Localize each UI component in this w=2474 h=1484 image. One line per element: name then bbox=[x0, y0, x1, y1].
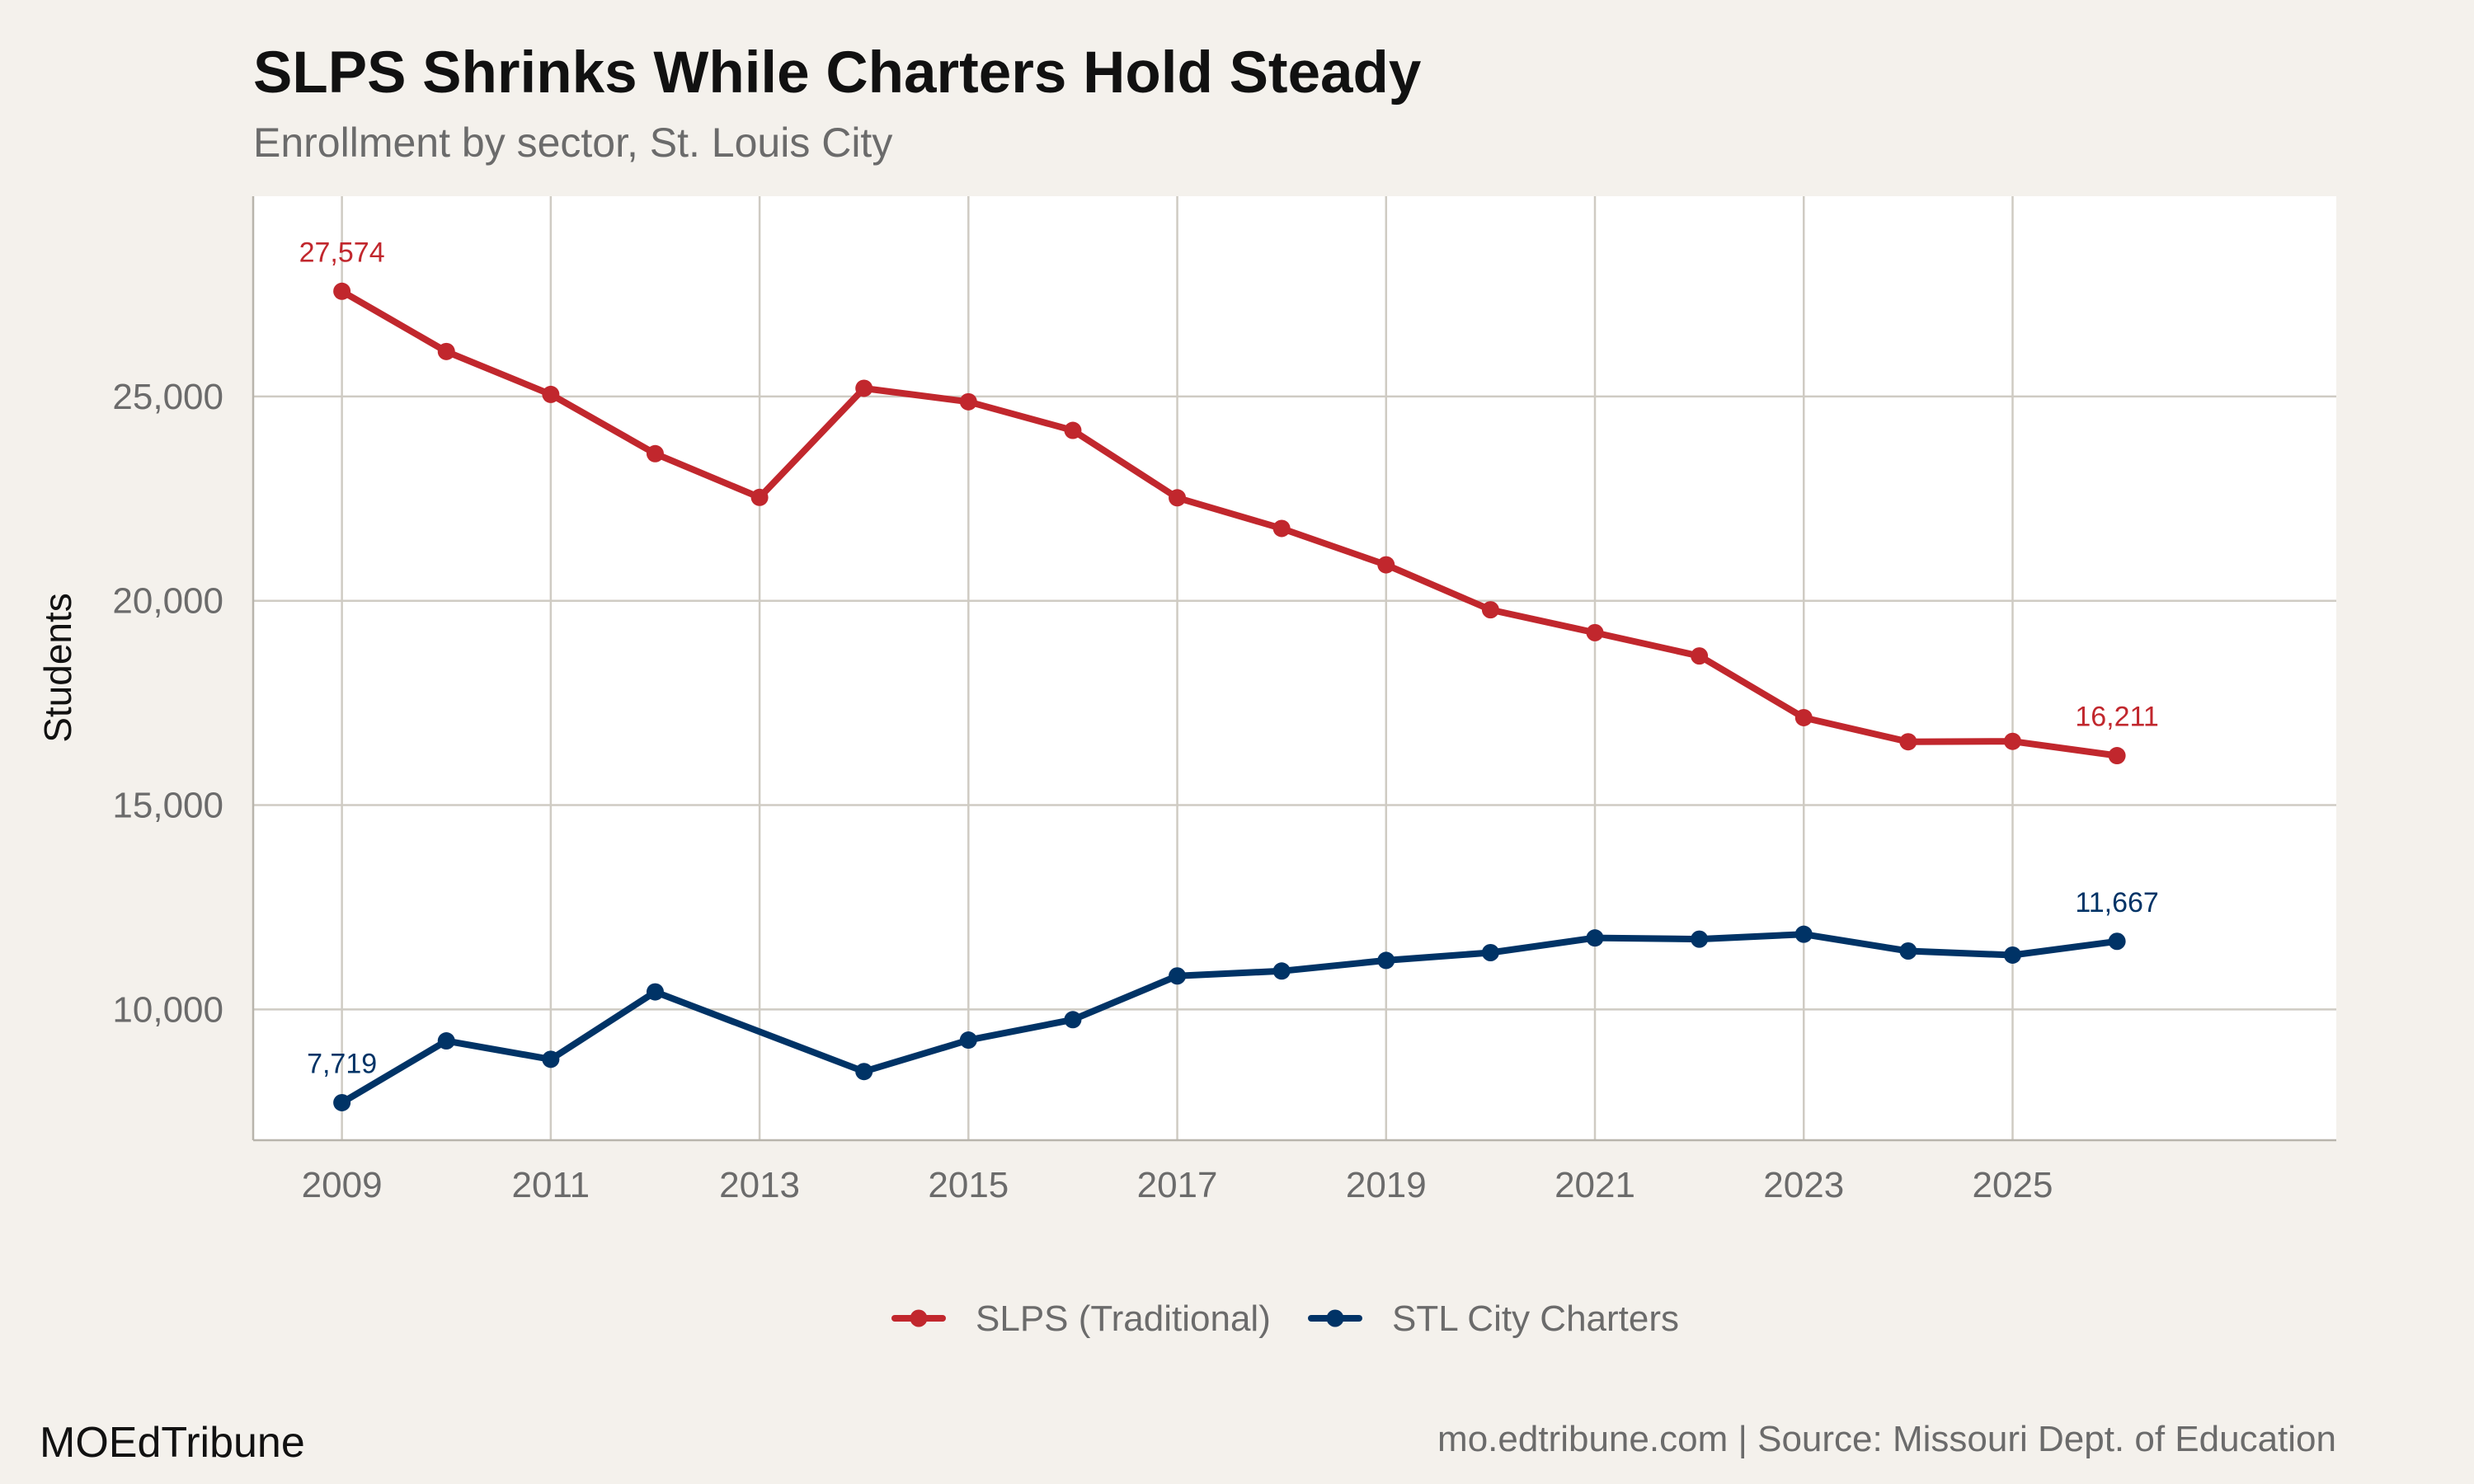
y-tick-label-25000: 25,000 bbox=[112, 377, 223, 417]
x-tick-label-2015: 2015 bbox=[928, 1165, 1009, 1205]
legend-label-slps: SLPS (Traditional) bbox=[976, 1298, 1271, 1339]
data-point-slps-2013 bbox=[750, 488, 769, 506]
data-point-charters-2023 bbox=[1794, 925, 1813, 943]
axes: 2009 2011 2013 2015 2017 2019 2021 2023 2025 10,0… bbox=[112, 196, 2336, 1205]
data-labels: 27,574 16,211 7,719 11,667 bbox=[299, 237, 2159, 1079]
data-point-slps-2016 bbox=[1064, 421, 1082, 439]
data-point-slps-2019 bbox=[1377, 556, 1395, 574]
data-point-charters-2014 bbox=[855, 1063, 873, 1081]
data-label-slps-2026: 16,211 bbox=[2075, 702, 2158, 733]
x-tick-label-2025: 2025 bbox=[1973, 1165, 2053, 1205]
data-point-charters-2016 bbox=[1064, 1011, 1082, 1029]
y-tick-label-15000: 15,000 bbox=[112, 786, 223, 826]
chart-subtitle: Enrollment by sector, St. Louis City bbox=[253, 120, 892, 166]
data-point-slps-2011 bbox=[542, 385, 560, 403]
data-point-charters-2018 bbox=[1272, 962, 1291, 980]
data-point-slps-2026 bbox=[2108, 747, 2126, 765]
x-tick-label-2013: 2013 bbox=[719, 1165, 800, 1205]
data-point-charters-2017 bbox=[1169, 967, 1187, 985]
legend-swatch-point-charters bbox=[1326, 1309, 1344, 1327]
y-axis-title: Students bbox=[36, 593, 79, 743]
x-tick-label-2023: 2023 bbox=[1763, 1165, 1844, 1205]
chart-title: SLPS Shrinks While Charters Hold Steady bbox=[253, 40, 1422, 106]
plot-panel bbox=[253, 196, 2336, 1140]
data-point-charters-2020 bbox=[1481, 943, 1499, 961]
data-point-slps-2015 bbox=[959, 392, 977, 411]
x-tick-label-2021: 2021 bbox=[1554, 1165, 1635, 1205]
data-point-slps-2022 bbox=[1691, 647, 1709, 665]
source-caption: mo.edtribune.com | Source: Missouri Dept… bbox=[1437, 1419, 2336, 1459]
data-point-charters-2015 bbox=[959, 1031, 977, 1050]
data-point-charters-2021 bbox=[1586, 929, 1604, 947]
data-point-slps-2021 bbox=[1586, 623, 1604, 641]
x-tick-label-2009: 2009 bbox=[302, 1165, 383, 1205]
data-point-slps-2018 bbox=[1272, 519, 1291, 538]
data-point-charters-2025 bbox=[2003, 946, 2021, 964]
y-tick-label-10000: 10,000 bbox=[112, 989, 223, 1030]
series-line-slps bbox=[338, 288, 2121, 759]
legend: SLPS (Traditional) STL City Charters bbox=[891, 1298, 1679, 1339]
data-point-charters-2012 bbox=[646, 983, 664, 1001]
data-point-slps-2017 bbox=[1169, 489, 1187, 507]
legend-swatch-point-slps bbox=[910, 1309, 928, 1327]
data-point-slps-2023 bbox=[1794, 708, 1813, 726]
data-label-charters-2026: 11,667 bbox=[2075, 887, 2158, 918]
series-layer bbox=[333, 282, 2126, 1111]
x-tick-label-2011: 2011 bbox=[512, 1165, 590, 1205]
data-point-charters-2026 bbox=[2108, 932, 2126, 951]
data-point-charters-2022 bbox=[1691, 930, 1709, 948]
brand-logo-text: MOEdTribune bbox=[40, 1419, 305, 1467]
data-point-slps-2024 bbox=[1899, 733, 1917, 751]
x-tick-label-2017: 2017 bbox=[1137, 1165, 1218, 1205]
data-label-slps-2009: 27,574 bbox=[299, 237, 385, 268]
data-label-charters-2009: 7,719 bbox=[307, 1048, 377, 1079]
data-point-slps-2010 bbox=[437, 342, 455, 360]
data-point-charters-2009 bbox=[333, 1093, 351, 1111]
gridlines bbox=[253, 196, 2336, 1140]
data-point-charters-2011 bbox=[542, 1050, 560, 1068]
data-point-charters-2024 bbox=[1899, 942, 1917, 960]
data-point-slps-2009 bbox=[333, 282, 351, 300]
data-point-slps-2020 bbox=[1481, 601, 1499, 619]
data-point-charters-2010 bbox=[437, 1032, 455, 1050]
x-tick-label-2019: 2019 bbox=[1346, 1165, 1427, 1205]
legend-label-charters: STL City Charters bbox=[1392, 1298, 1679, 1339]
data-point-slps-2014 bbox=[855, 379, 873, 397]
data-point-slps-2025 bbox=[2003, 732, 2021, 750]
y-tick-label-20000: 20,000 bbox=[112, 581, 223, 622]
data-point-charters-2019 bbox=[1377, 951, 1395, 970]
data-point-slps-2012 bbox=[646, 444, 664, 463]
